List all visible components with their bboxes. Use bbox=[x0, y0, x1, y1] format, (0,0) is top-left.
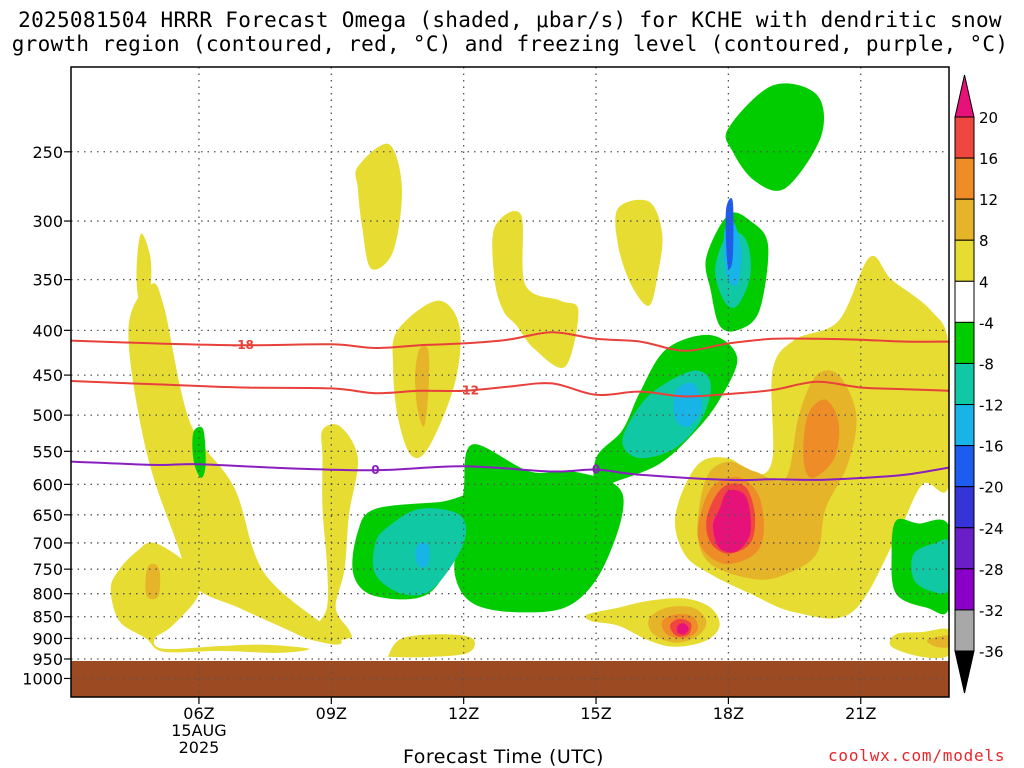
colorbar-bin-3 bbox=[954, 239, 975, 282]
colorbar-bin-7 bbox=[954, 404, 975, 447]
omega-region-18 bbox=[673, 382, 702, 427]
colorbar-bin-6 bbox=[954, 362, 975, 406]
omega-region-26 bbox=[803, 399, 840, 478]
colorbar-top-triangle bbox=[954, 74, 975, 118]
colorbar-bin-1 bbox=[954, 157, 975, 200]
colorbar-bin-12 bbox=[954, 609, 975, 652]
freezing-contour-0-a-line bbox=[71, 460, 949, 482]
omega-region-14 bbox=[492, 211, 579, 368]
y-tick-label-900: 900 bbox=[32, 629, 63, 648]
colorbar-label-5: -4 bbox=[979, 314, 994, 332]
credit-link[interactable]: coolwx.com/models bbox=[828, 746, 1006, 765]
colorbar-label-4: 4 bbox=[979, 273, 989, 291]
colorbar-bin-10 bbox=[954, 527, 975, 570]
y-tick-label-350: 350 bbox=[32, 271, 63, 290]
colorbar-bin-2 bbox=[954, 198, 975, 241]
colorbar-bin-4 bbox=[954, 280, 975, 323]
dgz-contour-minus12-line bbox=[71, 380, 949, 398]
colorbar-label-13: -36 bbox=[979, 643, 1004, 661]
x-tick-label-06Z: 06Z bbox=[183, 704, 214, 723]
y-tick-label-400: 400 bbox=[32, 321, 63, 340]
y-tick-label-550: 550 bbox=[32, 442, 63, 461]
omega-region-6 bbox=[355, 143, 402, 270]
x-axis-label: Forecast Time (UTC) bbox=[403, 746, 604, 768]
y-tick-label-850: 850 bbox=[32, 608, 63, 627]
omega-region-0 bbox=[128, 283, 342, 645]
omega-region-23 bbox=[725, 83, 825, 191]
x-tick-label-18Z: 18Z bbox=[713, 704, 744, 723]
omega-shading bbox=[110, 83, 949, 659]
dgz-contour-minus18-label: -18 bbox=[232, 338, 254, 352]
colorbar-bin-5 bbox=[954, 321, 975, 364]
y-tick-label-1000: 1000 bbox=[22, 669, 63, 688]
colorbar-label-10: -24 bbox=[979, 520, 1004, 538]
dgz-contour-minus18-line bbox=[71, 331, 949, 352]
chart-title-line2: growth region (contoured, red, °C) and f… bbox=[11, 32, 1009, 56]
colorbar-bin-0 bbox=[954, 116, 975, 159]
omega-region-36 bbox=[911, 539, 949, 594]
colorbar-label-9: -20 bbox=[979, 479, 1004, 497]
colorbar-label-2: 12 bbox=[979, 191, 998, 209]
omega-region-1 bbox=[110, 542, 310, 653]
omega-region-15 bbox=[615, 199, 663, 306]
colorbar-label-3: 8 bbox=[979, 232, 989, 250]
freezing-contour-0-a-label: 0 bbox=[371, 463, 379, 477]
colorbar-label-1: 16 bbox=[979, 150, 998, 168]
y-tick-label-500: 500 bbox=[32, 406, 63, 425]
colorbar-label-11: -28 bbox=[979, 561, 1004, 579]
y-tick-label-450: 450 bbox=[32, 366, 63, 385]
colorbar-label-6: -8 bbox=[979, 355, 994, 373]
y-tick-label-700: 700 bbox=[32, 534, 63, 553]
x-tick-label-09Z: 09Z bbox=[316, 704, 347, 723]
x-tick-label-15Z: 15Z bbox=[580, 704, 611, 723]
omega-region-11 bbox=[454, 444, 624, 613]
colorbar-bin-8 bbox=[954, 445, 975, 488]
ground-surface bbox=[71, 660, 949, 697]
omega-region-34 bbox=[676, 623, 689, 635]
x-tick-year: 2025 bbox=[179, 738, 220, 757]
chart-title-line1: 2025081504 HRRR Forecast Omega (shaded, … bbox=[18, 8, 1002, 32]
omega-region-8 bbox=[415, 345, 430, 427]
x-tick-label-12Z: 12Z bbox=[448, 704, 479, 723]
omega-region-2 bbox=[145, 563, 161, 600]
chart-title: 2025081504 HRRR Forecast Omega (shaded, … bbox=[0, 8, 1020, 56]
grid-lines bbox=[71, 67, 949, 697]
y-tick-label-750: 750 bbox=[32, 560, 63, 579]
y-tick-label-250: 250 bbox=[32, 143, 63, 162]
dgz-contour-minus12-label: -12 bbox=[457, 383, 479, 397]
omega-region-37 bbox=[889, 628, 949, 659]
colorbar: 20 16 12 8 4 -4 -8 -12 -16 -20 -24 -28 -32 -36 bbox=[954, 74, 1004, 694]
colorbar-bin-11 bbox=[954, 568, 975, 611]
y-tick-label-300: 300 bbox=[32, 212, 63, 231]
omega-region-4 bbox=[136, 233, 152, 316]
omega-region-5 bbox=[312, 424, 358, 642]
freezing-contour-0-b-label: 0 bbox=[592, 463, 600, 477]
omega-region-29 bbox=[713, 489, 751, 553]
colorbar-bottom-triangle bbox=[954, 650, 975, 694]
y-tick-label-650: 650 bbox=[32, 506, 63, 525]
contour-lines: -18 -12 0 0 bbox=[71, 331, 949, 482]
x-tick-date: 15AUG bbox=[171, 721, 226, 740]
y-tick-label-950: 950 bbox=[32, 650, 63, 669]
colorbar-label-12: -32 bbox=[979, 602, 1004, 620]
omega-region-10 bbox=[387, 634, 475, 658]
colorbar-bin-9 bbox=[954, 486, 975, 529]
colorbar-label-0: 20 bbox=[979, 109, 998, 127]
y-tick-label-600: 600 bbox=[32, 475, 63, 494]
x-tick-label-21Z: 21Z bbox=[845, 704, 876, 723]
colorbar-label-7: -12 bbox=[979, 397, 1004, 415]
y-tick-label-800: 800 bbox=[32, 585, 63, 604]
y-axis-ticks: 250 300 350 400 450 500 550 600 650 700 750 800 850 9… bbox=[22, 143, 71, 688]
plot-frame bbox=[70, 66, 950, 698]
colorbar-label-8: -16 bbox=[979, 438, 1004, 456]
omega-region-22 bbox=[725, 198, 734, 270]
omega-region-13 bbox=[415, 542, 430, 568]
